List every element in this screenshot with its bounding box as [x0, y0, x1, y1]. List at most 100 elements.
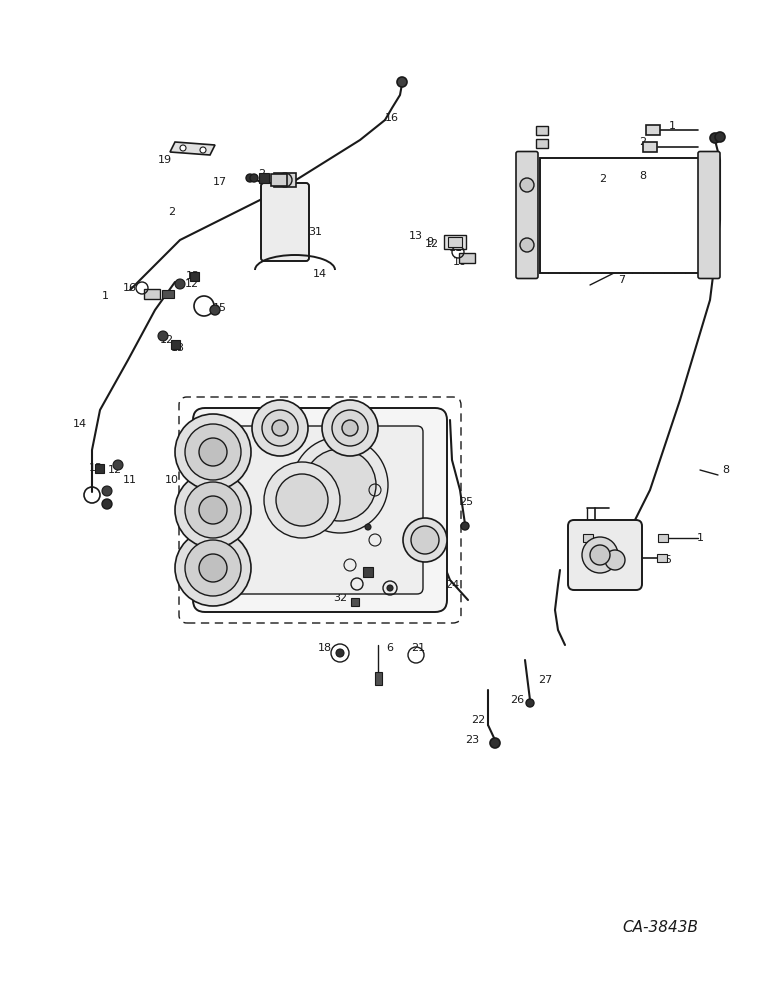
- Bar: [162, 290, 174, 298]
- Circle shape: [276, 474, 328, 526]
- Circle shape: [278, 173, 292, 187]
- Text: 6: 6: [387, 643, 394, 653]
- Text: 27: 27: [538, 675, 552, 685]
- FancyBboxPatch shape: [193, 408, 447, 612]
- Text: 31: 31: [308, 227, 322, 237]
- Circle shape: [387, 585, 393, 591]
- Circle shape: [175, 530, 251, 606]
- Text: 18: 18: [318, 643, 332, 653]
- Bar: [444, 235, 466, 249]
- Circle shape: [304, 449, 376, 521]
- Circle shape: [322, 400, 378, 456]
- Circle shape: [582, 537, 618, 573]
- Text: 16: 16: [123, 283, 137, 293]
- Circle shape: [185, 424, 241, 480]
- Text: 25: 25: [459, 497, 473, 507]
- Circle shape: [199, 496, 227, 524]
- Text: 13: 13: [409, 231, 423, 241]
- FancyBboxPatch shape: [261, 183, 309, 261]
- Text: 15: 15: [213, 303, 227, 313]
- FancyBboxPatch shape: [217, 426, 423, 594]
- Circle shape: [461, 522, 469, 530]
- Text: 10: 10: [165, 475, 179, 485]
- Bar: [646, 125, 660, 135]
- Text: 4: 4: [357, 519, 364, 529]
- Circle shape: [264, 462, 340, 538]
- Circle shape: [526, 699, 534, 707]
- Bar: [94, 464, 103, 473]
- Circle shape: [590, 545, 610, 565]
- Circle shape: [605, 550, 625, 570]
- Text: 1: 1: [669, 121, 676, 131]
- Text: 11: 11: [449, 243, 463, 253]
- Text: 30: 30: [373, 563, 387, 573]
- Circle shape: [365, 524, 371, 530]
- Circle shape: [520, 238, 534, 252]
- Circle shape: [180, 145, 186, 151]
- Circle shape: [250, 174, 258, 182]
- Circle shape: [262, 410, 298, 446]
- Text: 12: 12: [160, 335, 174, 345]
- Bar: [459, 253, 475, 263]
- Bar: [448, 237, 462, 247]
- Bar: [189, 271, 198, 280]
- Circle shape: [102, 486, 112, 496]
- Bar: [643, 142, 657, 152]
- Text: 23: 23: [465, 735, 479, 745]
- Circle shape: [332, 410, 368, 446]
- Bar: [374, 672, 381, 684]
- Bar: [363, 567, 373, 577]
- Text: 2: 2: [599, 174, 607, 184]
- Bar: [657, 554, 667, 562]
- Text: 14: 14: [313, 269, 327, 279]
- Text: 13: 13: [89, 463, 103, 473]
- Text: 5: 5: [665, 555, 672, 565]
- Circle shape: [336, 649, 344, 657]
- Bar: [171, 340, 180, 349]
- Text: 12: 12: [185, 279, 199, 289]
- Circle shape: [342, 420, 358, 436]
- Text: 28: 28: [241, 533, 255, 543]
- Bar: [536, 138, 548, 147]
- Bar: [271, 174, 287, 186]
- Text: 3: 3: [574, 529, 581, 539]
- Text: 12: 12: [425, 239, 439, 249]
- Bar: [144, 289, 160, 299]
- Bar: [583, 534, 593, 542]
- Text: 26: 26: [510, 695, 524, 705]
- Circle shape: [200, 147, 206, 153]
- Text: 21: 21: [411, 643, 425, 653]
- Polygon shape: [170, 142, 215, 155]
- Bar: [259, 173, 269, 183]
- Circle shape: [272, 420, 288, 436]
- Circle shape: [210, 305, 220, 315]
- Text: 19: 19: [158, 155, 172, 165]
- Circle shape: [102, 499, 112, 509]
- Bar: [536, 125, 548, 134]
- Circle shape: [715, 132, 725, 142]
- Text: 8: 8: [723, 465, 730, 475]
- Circle shape: [292, 437, 388, 533]
- Text: 16: 16: [385, 113, 399, 123]
- FancyBboxPatch shape: [568, 520, 642, 590]
- Bar: [351, 598, 359, 606]
- Text: 1: 1: [101, 291, 109, 301]
- Text: 20: 20: [333, 575, 347, 585]
- Circle shape: [490, 738, 500, 748]
- Text: 9: 9: [426, 237, 434, 247]
- Circle shape: [175, 472, 251, 548]
- Circle shape: [252, 400, 308, 456]
- Text: 13: 13: [171, 343, 185, 353]
- Circle shape: [403, 518, 447, 562]
- Text: 32: 32: [333, 593, 347, 603]
- Text: 12: 12: [108, 465, 122, 475]
- Circle shape: [113, 460, 123, 470]
- Circle shape: [185, 540, 241, 596]
- Circle shape: [246, 174, 254, 182]
- Text: 17: 17: [213, 177, 227, 187]
- Text: 24: 24: [445, 580, 459, 590]
- FancyBboxPatch shape: [516, 151, 538, 278]
- Text: 8: 8: [639, 171, 647, 181]
- Text: 22: 22: [471, 715, 485, 725]
- Text: CA-3843B: CA-3843B: [622, 920, 698, 936]
